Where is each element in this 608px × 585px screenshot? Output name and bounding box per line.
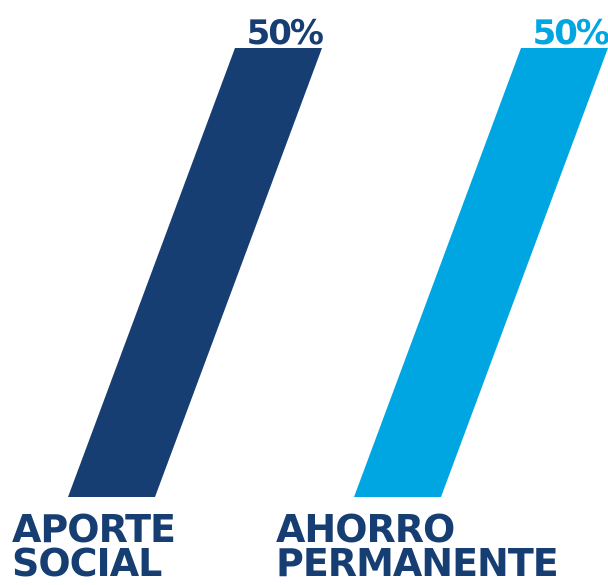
bar [68,48,322,497]
value-label: 50% [247,13,323,53]
value-label: 50% [533,13,608,53]
category-label: AHORRO PERMANENTE [276,507,559,585]
bar [354,48,608,497]
category-label: APORTE SOCIAL [12,507,176,585]
